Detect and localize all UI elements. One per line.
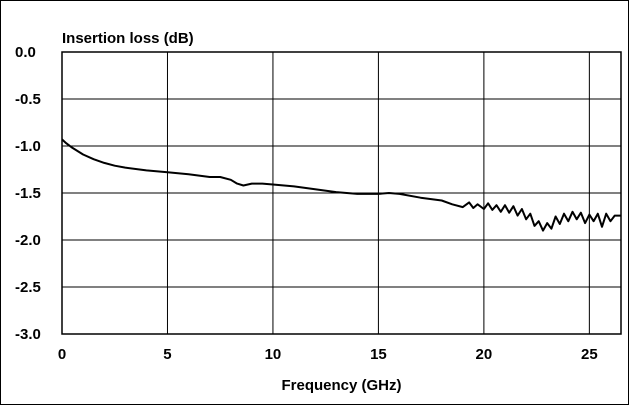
x-tick-label: 0 bbox=[58, 346, 66, 363]
x-axis-title: Frequency (GHz) bbox=[281, 377, 401, 394]
y-tick-label: -2.0 bbox=[15, 232, 41, 249]
x-tick-label: 20 bbox=[476, 346, 493, 363]
y-tick-label: -1.5 bbox=[15, 185, 41, 202]
y-tick-label: 0.0 bbox=[15, 44, 36, 61]
series-line bbox=[61, 138, 621, 232]
y-tick-labels: 0.0 -0.5 -1.0 -1.5 -2.0 -2.5 -3.0 bbox=[15, 44, 41, 343]
x-tick-labels: 0 5 10 15 20 25 bbox=[58, 346, 598, 363]
x-tick-label: 10 bbox=[265, 346, 282, 363]
y-tick-label: -1.0 bbox=[15, 138, 41, 155]
x-tick-label: 15 bbox=[370, 346, 387, 363]
y-tick-label: -2.5 bbox=[15, 279, 41, 296]
y-tick-label: -0.5 bbox=[15, 91, 41, 108]
y-tick-label: -3.0 bbox=[15, 326, 41, 343]
x-tick-label: 25 bbox=[581, 346, 598, 363]
y-axis-title: Insertion loss (dB) bbox=[62, 30, 194, 47]
x-tick-label: 5 bbox=[163, 346, 171, 363]
plot-border bbox=[61, 51, 622, 335]
